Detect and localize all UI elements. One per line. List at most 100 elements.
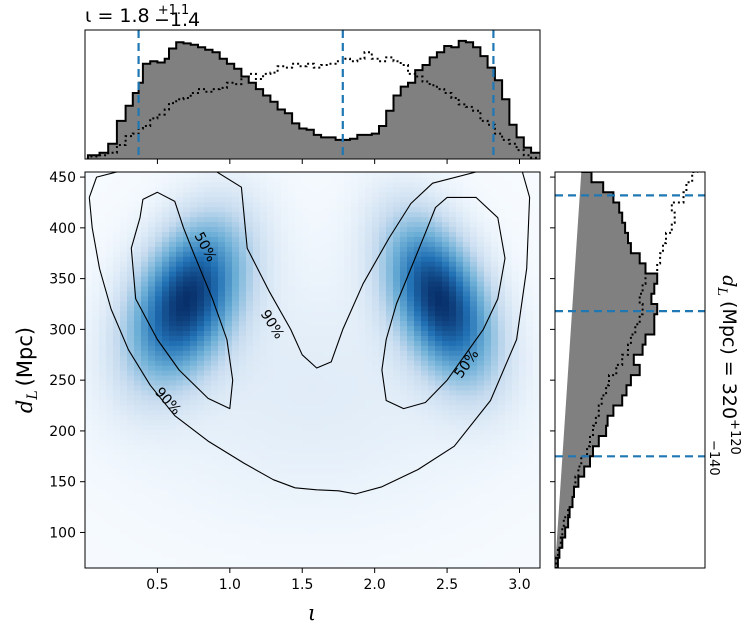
heatmap-cell xyxy=(197,201,205,208)
heatmap-cell xyxy=(169,543,177,549)
heatmap-cell xyxy=(421,365,429,371)
heatmap-cell xyxy=(253,370,261,376)
heatmap-cell xyxy=(386,241,394,247)
heatmap-cell xyxy=(267,335,275,341)
heatmap-cell xyxy=(316,543,324,549)
heatmap-cell xyxy=(113,508,121,515)
heatmap-cell xyxy=(148,300,156,307)
heatmap-cell xyxy=(148,340,156,346)
heatmap-cell xyxy=(498,315,506,322)
heatmap-cell xyxy=(470,345,478,351)
heatmap-cell xyxy=(127,226,135,232)
heatmap-cell xyxy=(421,548,429,554)
heatmap-cell xyxy=(106,454,114,460)
heatmap-cell xyxy=(127,251,135,257)
heatmap-cell xyxy=(106,216,114,223)
heatmap-cell xyxy=(85,196,93,203)
heatmap-cell xyxy=(435,404,443,411)
heatmap-cell xyxy=(141,285,149,292)
heatmap-cell xyxy=(288,271,296,277)
heatmap-cell xyxy=(316,305,324,312)
heatmap-cell xyxy=(260,196,268,203)
heatmap-cell xyxy=(372,563,380,568)
heatmap-cell xyxy=(267,256,275,262)
heatmap-cell xyxy=(204,454,212,460)
heatmap-cell xyxy=(176,365,184,371)
heatmap-cell xyxy=(372,365,380,371)
heatmap-cell xyxy=(204,444,212,450)
heatmap-cell xyxy=(463,181,471,188)
heatmap-cell xyxy=(449,226,457,232)
heatmap-cell xyxy=(155,409,163,416)
heatmap-cell xyxy=(477,508,485,515)
heatmap-cell xyxy=(400,439,408,445)
heatmap-cell xyxy=(225,399,233,406)
heatmap-cell xyxy=(190,419,198,426)
heatmap-cell xyxy=(134,172,142,178)
heatmap-cell xyxy=(155,533,163,539)
heatmap-cell xyxy=(358,226,366,232)
heatmap-cell xyxy=(127,523,135,529)
heatmap-cell xyxy=(162,503,170,510)
heatmap-cell xyxy=(239,419,247,426)
heatmap-cell xyxy=(323,523,331,529)
heatmap-cell xyxy=(260,251,268,257)
heatmap-cell xyxy=(351,350,359,356)
heatmap-cell xyxy=(99,186,107,193)
heatmap-cell xyxy=(225,290,233,297)
heatmap-cell xyxy=(309,553,317,559)
heatmap-cell xyxy=(330,355,338,361)
heatmap-cell xyxy=(162,300,170,307)
heatmap-cell xyxy=(344,374,352,381)
heatmap-cell xyxy=(106,305,114,312)
heatmap-cell xyxy=(358,256,366,262)
heatmap-cell xyxy=(281,196,289,203)
heatmap-cell xyxy=(463,523,471,529)
heatmap-cell xyxy=(477,429,485,435)
heatmap-cell xyxy=(477,201,485,208)
heatmap-cell xyxy=(379,518,387,525)
heatmap-cell xyxy=(176,374,184,381)
heatmap-cell xyxy=(463,355,471,361)
heatmap-cell xyxy=(428,538,436,544)
heatmap-cell xyxy=(484,424,492,430)
heatmap-cell xyxy=(421,345,429,351)
heatmap-cell xyxy=(484,513,492,520)
heatmap-cell xyxy=(498,191,506,198)
heatmap-cell xyxy=(519,523,527,529)
heatmap-cell xyxy=(442,241,450,247)
heatmap-cell xyxy=(260,191,268,198)
heatmap-cell xyxy=(393,310,401,317)
heatmap-cell xyxy=(463,548,471,554)
heatmap-cell xyxy=(470,444,478,450)
heatmap-cell xyxy=(337,508,345,515)
heatmap-cell xyxy=(302,523,310,529)
heatmap-cell xyxy=(246,473,254,480)
heatmap-cell xyxy=(379,429,387,435)
heatmap-cell xyxy=(428,340,436,346)
heatmap-cell xyxy=(253,469,261,475)
heatmap-cell xyxy=(351,370,359,376)
heatmap-cell xyxy=(120,518,128,525)
heatmap-cell xyxy=(421,523,429,529)
heatmap-cell xyxy=(204,246,212,252)
heatmap-cell xyxy=(253,251,261,257)
heatmap-cell xyxy=(330,320,338,327)
heatmap-cell xyxy=(435,236,443,242)
heatmap-cell xyxy=(253,201,261,208)
heatmap-cell xyxy=(169,459,177,465)
heatmap-cell xyxy=(477,226,485,232)
heatmap-cell xyxy=(148,256,156,262)
heatmap-cell xyxy=(127,404,135,411)
heatmap-cell xyxy=(442,498,450,505)
heatmap-cell xyxy=(456,186,464,193)
heatmap-cell xyxy=(246,315,254,322)
heatmap-cell xyxy=(295,325,303,331)
heatmap-cell xyxy=(106,261,114,267)
heatmap-cell xyxy=(155,206,163,213)
heatmap-cell xyxy=(218,256,226,262)
heatmap-cell xyxy=(435,275,443,282)
heatmap-cell xyxy=(428,449,436,455)
heatmap-cell xyxy=(197,355,205,361)
heatmap-cell xyxy=(386,221,394,228)
